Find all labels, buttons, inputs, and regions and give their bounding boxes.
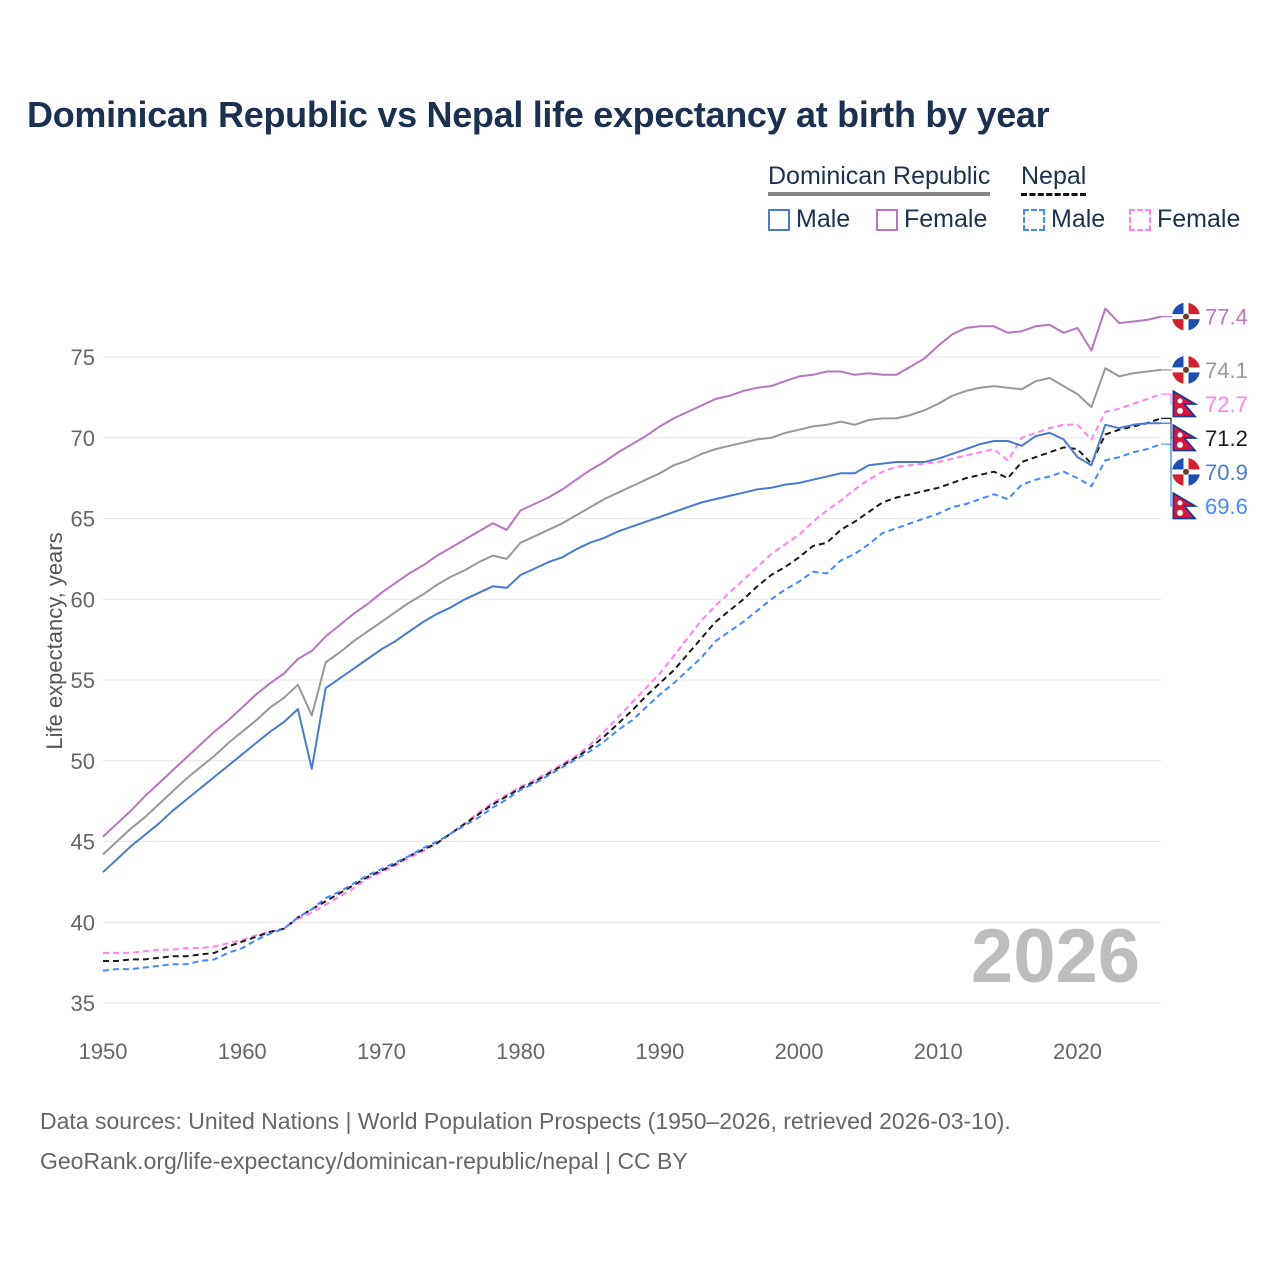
- flag-moon: [1177, 432, 1183, 438]
- flag-quadrant: [1186, 471, 1200, 486]
- flag-quadrant: [1186, 457, 1200, 472]
- legend-swatch: [1129, 209, 1151, 231]
- x-tick-label: 2010: [914, 1039, 963, 1064]
- y-tick-label: 65: [71, 507, 95, 532]
- flag-quadrant: [1172, 471, 1186, 486]
- flag-emblem: [1183, 313, 1189, 320]
- y-tick-label: 60: [71, 587, 95, 612]
- flag-quadrant: [1186, 369, 1200, 384]
- flag-sun: [1177, 407, 1183, 414]
- series-line-dominican-republic: [102, 367, 1162, 856]
- flag-quadrant: [1172, 457, 1186, 472]
- legend-group-label: Nepal: [1021, 162, 1087, 190]
- legend-swatch: [876, 209, 898, 231]
- end-value-label: 77.4: [1205, 305, 1248, 330]
- legend-group-label: Dominican Republic: [768, 162, 991, 190]
- legend-label: Male: [1051, 205, 1106, 233]
- flag-quadrant: [1172, 316, 1186, 331]
- legend-group-dominican-republic: Dominican Republic: [768, 162, 991, 196]
- legend-label: Female: [1157, 205, 1241, 233]
- flag-emblem: [1183, 468, 1189, 475]
- y-tick-label: 75: [71, 345, 95, 370]
- flag-quadrant: [1172, 302, 1186, 317]
- end-value-label: 72.7: [1205, 392, 1248, 417]
- legend-item-dr-female: Female: [876, 205, 987, 234]
- chart-title: Dominican Republic vs Nepal life expecta…: [27, 94, 1050, 135]
- dominican-republic-flag-icon: [1172, 457, 1200, 486]
- y-tick-label: 50: [71, 749, 95, 774]
- series-line-nepal-male: [102, 443, 1162, 972]
- legend-label: Female: [904, 205, 988, 233]
- flag-sun: [1177, 441, 1183, 448]
- flag-moon: [1177, 500, 1183, 506]
- footer-url: GeoRank.org/life-expectancy/dominican-re…: [40, 1148, 688, 1174]
- series-line-dominican-republic-male: [102, 422, 1161, 873]
- legend-label: Male: [796, 205, 851, 233]
- nepal-flag-icon: [1172, 491, 1200, 520]
- y-tick-label: 70: [71, 426, 95, 451]
- legend-item-np-male: Male: [1023, 205, 1105, 234]
- flag-quadrant: [1172, 355, 1186, 370]
- flag-sun: [1177, 509, 1183, 516]
- dominican-republic-flag-icon: [1172, 355, 1200, 384]
- x-tick-label: 1950: [79, 1039, 128, 1064]
- x-tick-label: 1990: [635, 1039, 684, 1064]
- x-tick-label: 2000: [775, 1039, 824, 1064]
- y-tick-label: 35: [71, 991, 95, 1016]
- flag-quadrant: [1186, 316, 1200, 331]
- flag-quadrant: [1172, 369, 1186, 384]
- series-line-nepal-female: [103, 393, 1162, 954]
- legend-swatch: [1023, 209, 1045, 231]
- end-value-label: 74.1: [1205, 358, 1248, 383]
- end-value-label: 69.6: [1205, 494, 1248, 519]
- x-tick-label: 1960: [218, 1039, 267, 1064]
- y-tick-label: 55: [71, 668, 95, 693]
- end-value-label: 70.9: [1205, 460, 1248, 485]
- y-tick-label: 40: [71, 910, 95, 935]
- footer-sources: Data sources: United Nations | World Pop…: [40, 1108, 1011, 1134]
- x-tick-label: 2020: [1053, 1039, 1102, 1064]
- x-tick-label: 1970: [357, 1039, 406, 1064]
- nepal-flag-icon: [1172, 389, 1200, 418]
- y-tick-label: 45: [71, 830, 95, 855]
- nepal-flag-icon: [1172, 423, 1200, 452]
- end-value-label: 71.2: [1205, 426, 1248, 451]
- dominican-republic-flag-icon: [1172, 302, 1200, 331]
- legend-swatch: [768, 209, 790, 231]
- legend-item-np-female: Female: [1129, 205, 1240, 234]
- legend-item-dr-male: Male: [768, 205, 850, 234]
- series-line-dominican-republic-female: [102, 307, 1162, 838]
- flag-moon: [1177, 398, 1183, 404]
- x-tick-label: 1980: [496, 1039, 545, 1064]
- flag-quadrant: [1186, 355, 1200, 370]
- flag-quadrant: [1186, 302, 1200, 317]
- legend-group-nepal: Nepal: [1021, 162, 1087, 196]
- year-watermark: 2026: [971, 914, 1140, 999]
- flag-emblem: [1183, 366, 1189, 373]
